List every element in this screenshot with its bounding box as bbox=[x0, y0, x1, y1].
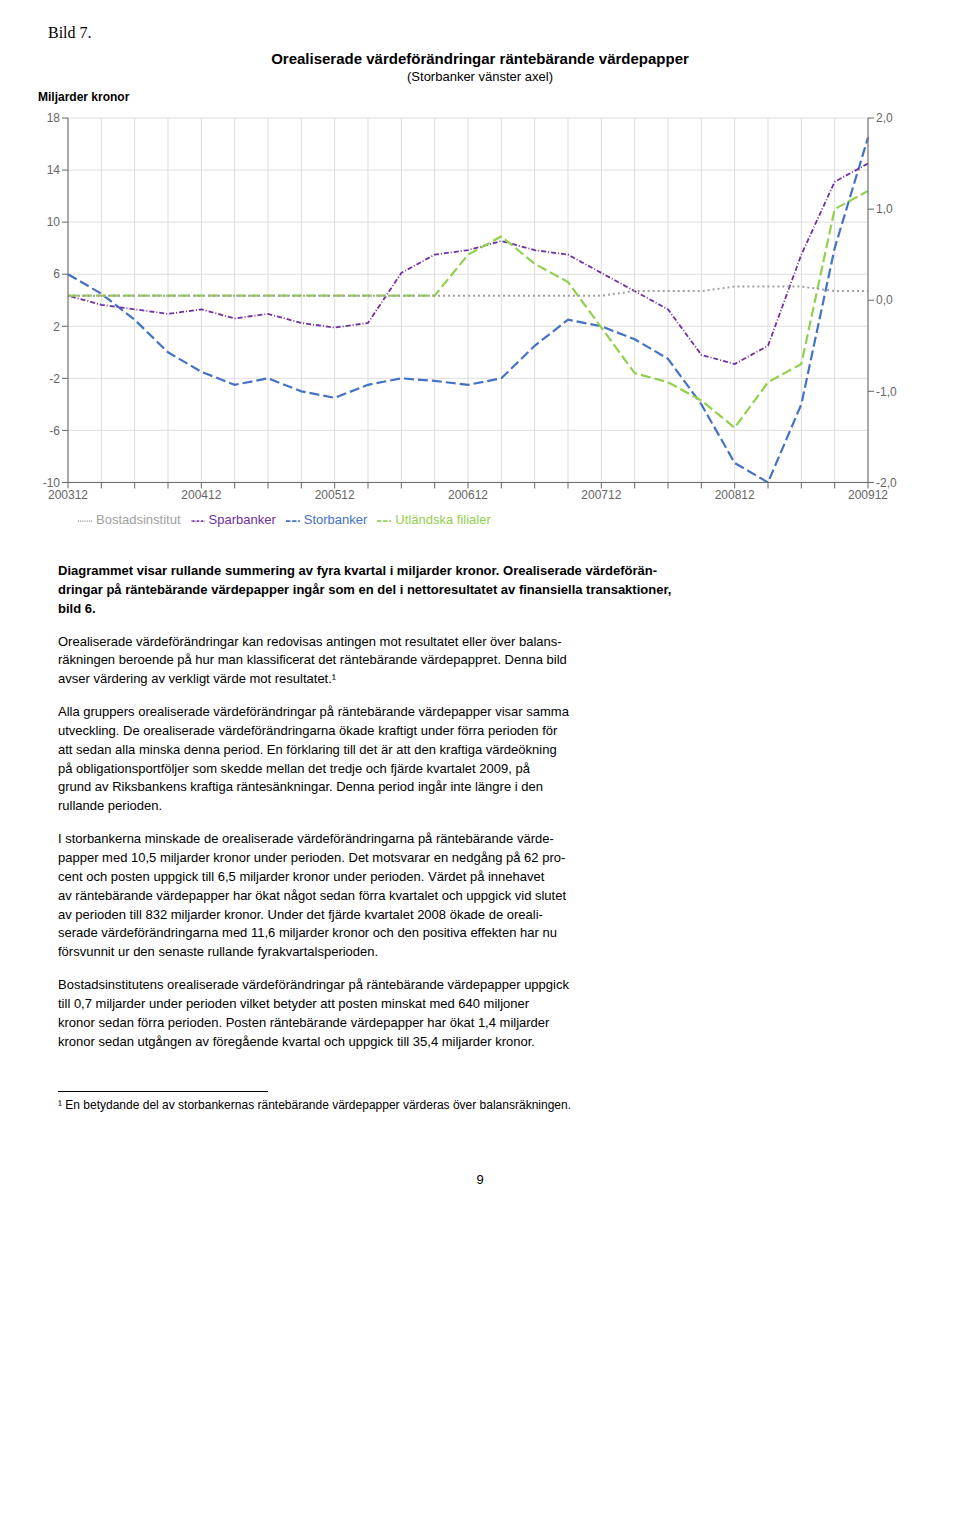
html-text:Miljarder kronor: Miljarder kronor bbox=[38, 90, 130, 104]
svg-text:-10: -10 bbox=[43, 476, 61, 490]
html-text:(Storbanker vänster axel): (Storbanker vänster axel) bbox=[407, 69, 553, 84]
svg-text:10: 10 bbox=[47, 215, 61, 229]
html-text:¹ En betydande del av storbank: ¹ En betydande del av storbankernas ränt… bbox=[58, 1098, 571, 1113]
svg-text:-1,0: -1,0 bbox=[876, 385, 897, 399]
svg-text:200912: 200912 bbox=[848, 488, 888, 502]
svg-text:200412: 200412 bbox=[181, 488, 221, 502]
svg-text:2: 2 bbox=[53, 320, 60, 334]
svg-text:2,0: 2,0 bbox=[876, 111, 893, 125]
svg-text:18: 18 bbox=[47, 111, 61, 125]
html-text:Storbanker: Storbanker bbox=[303, 512, 368, 528]
svg-text:-6: -6 bbox=[49, 424, 60, 438]
svg-text:-2,0: -2,0 bbox=[876, 476, 897, 490]
svg-text:200612: 200612 bbox=[448, 488, 488, 502]
svg-text:14: 14 bbox=[47, 163, 61, 177]
svg-text:1,0: 1,0 bbox=[876, 202, 893, 216]
html-text:Bostadsinstitutens orealiserad: Bostadsinstitutens orealiserade värdeför… bbox=[58, 977, 569, 1049]
svg-text:200712: 200712 bbox=[581, 488, 621, 502]
svg-text:200812: 200812 bbox=[715, 488, 755, 502]
html-text:Bostadsinstitut: Bostadsinstitut bbox=[96, 512, 181, 528]
html-text:I storbankerna minskade de ore: I storbankerna minskade de orealiserade … bbox=[58, 831, 566, 960]
svg-text:-2: -2 bbox=[49, 372, 60, 386]
svg-text:200512: 200512 bbox=[315, 488, 355, 502]
html-text:Orealiserade värdeförändringar: Orealiserade värdeförändringar räntebära… bbox=[271, 50, 689, 67]
html-text:9: 9 bbox=[476, 1172, 484, 1188]
html-text:Alla gruppers orealiserade vär: Alla gruppers orealiserade värdeförändri… bbox=[58, 704, 569, 814]
html-text:Bild 7.: Bild 7. bbox=[48, 24, 92, 41]
html-text:Diagrammet visar rullande summ: Diagrammet visar rullande summering av f… bbox=[58, 563, 672, 616]
svg-text:6: 6 bbox=[53, 267, 60, 281]
svg-text:200312: 200312 bbox=[48, 488, 88, 502]
html-text:Sparbanker: Sparbanker bbox=[208, 512, 276, 528]
html-text:Orealiserade värdeförändringar: Orealiserade värdeförändringar kan redov… bbox=[58, 633, 567, 687]
svg-text:0,0: 0,0 bbox=[876, 293, 893, 307]
html-text:Utländska filialer: Utländska filialer bbox=[395, 512, 491, 528]
